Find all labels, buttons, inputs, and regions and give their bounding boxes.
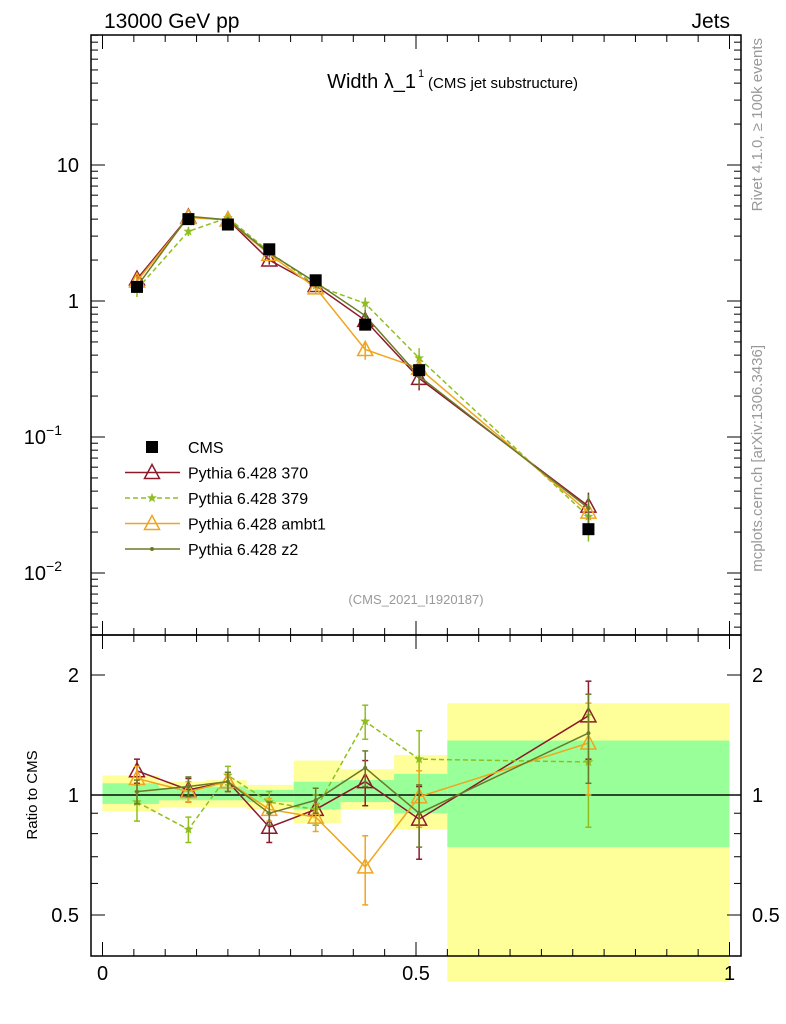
data-point — [260, 250, 279, 267]
y-tick-label: 1 — [68, 291, 79, 313]
legend-marker — [150, 547, 154, 551]
data-point — [182, 213, 195, 226]
ratio-series-pythia-6-428-z2 — [133, 693, 592, 848]
series-line — [136, 215, 589, 509]
data-point — [360, 298, 371, 308]
y-tick-label: 10−1 — [24, 422, 62, 449]
ratio-line — [136, 732, 589, 815]
series-pythia-6-428-ambt1 — [128, 208, 598, 533]
category-label: Jets — [691, 10, 730, 33]
y-tick-label: 10 — [57, 155, 79, 177]
data-point — [356, 339, 374, 357]
data-point — [413, 364, 426, 377]
ratio-panel: 0.5 0.5 1 1 2 2 0 0.5 1 Ratio to CMS — [24, 634, 780, 985]
data-point — [582, 523, 595, 536]
y-tick-label-left: 1 — [68, 785, 79, 807]
ratio-point — [313, 798, 318, 803]
y-tick-label-left: 2 — [68, 665, 79, 687]
energy-label: 13000 GeV pp — [104, 10, 239, 33]
ratio-point — [186, 784, 191, 789]
ratio-point — [363, 765, 368, 770]
ratio-line — [136, 742, 589, 869]
ratio-point — [225, 779, 230, 784]
data-point — [586, 506, 591, 511]
data-point — [414, 352, 425, 363]
ratio-line — [136, 715, 589, 829]
plot-title-superscript: 1 — [418, 68, 424, 80]
legend-label: Pythia 6.428 370 — [188, 466, 308, 483]
x-tick-label: 0.5 — [402, 963, 430, 985]
ratio-point — [260, 817, 279, 835]
x-tick-label: 0 — [97, 963, 108, 985]
legend: CMS Pythia 6.428 370 Pythia 6.428 379 Pythi… — [125, 440, 326, 559]
uncertainty-band-green — [246, 789, 294, 803]
ratio-point — [417, 811, 422, 816]
data-point — [363, 313, 368, 318]
rivet-label: Rivet 4.1.0, ≥ 100k events — [749, 38, 766, 211]
ratio-point — [356, 857, 374, 874]
y-tick-label-left: 0.5 — [51, 905, 79, 927]
plot-title: Width λ_1 — [327, 71, 416, 93]
series-line — [136, 216, 589, 507]
uncertainty-band-green — [340, 780, 395, 803]
data-point — [263, 243, 276, 256]
y-tick-label-right: 0.5 — [752, 905, 780, 927]
data-point — [309, 274, 322, 287]
ratio-point — [414, 754, 425, 764]
mcplots-label: mcplots.cern.ch [arXiv:1306.3436] — [749, 345, 766, 572]
ratio-line — [136, 720, 589, 831]
legend-label: Pythia 6.428 379 — [188, 491, 308, 508]
ratio-point — [586, 731, 591, 736]
ratio-point — [134, 789, 139, 794]
y-tick-label-right: 2 — [752, 665, 763, 687]
legend-label: CMS — [188, 440, 224, 457]
legend-label: Pythia 6.428 ambt1 — [188, 517, 326, 534]
data-point — [221, 218, 234, 231]
analysis-tag: (CMS_2021_I1920187) — [348, 592, 483, 607]
ratio-point — [360, 716, 371, 726]
ratio-point — [306, 807, 325, 824]
legend-marker — [143, 513, 161, 531]
y-tick-label-right: 1 — [752, 785, 763, 807]
uncertainty-band-green — [205, 786, 247, 801]
legend-marker — [146, 441, 158, 453]
series-line — [136, 216, 589, 518]
ratio-point — [267, 811, 272, 816]
data-point — [306, 278, 325, 295]
ratio-point — [356, 772, 374, 789]
legend-marker — [143, 462, 161, 480]
data-point — [359, 318, 372, 331]
series-cms — [130, 213, 595, 536]
legend-marker — [147, 492, 157, 503]
x-tick-label: 1 — [724, 963, 735, 985]
ratio-point — [183, 824, 194, 834]
legend-label: Pythia 6.428 z2 — [188, 542, 298, 559]
data-point — [183, 226, 194, 236]
main-panel: Width λ_1 1 (CMS jet substructure) (CMS_… — [24, 34, 742, 636]
ratio-ylabel: Ratio to CMS — [24, 750, 41, 839]
plot-subtitle: (CMS jet substructure) — [428, 75, 578, 92]
data-point — [130, 280, 143, 293]
uncertainty-band-green — [102, 783, 159, 804]
y-tick-label: 10−2 — [24, 558, 62, 585]
ratio-point — [179, 781, 198, 799]
